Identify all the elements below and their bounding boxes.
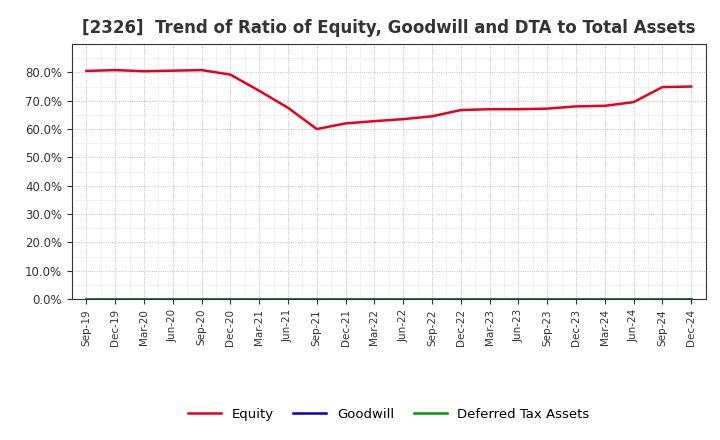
Deferred Tax Assets <box>312 297 321 302</box>
Deferred Tax Assets <box>485 297 494 302</box>
Goodwill <box>226 297 235 302</box>
Deferred Tax Assets <box>168 297 177 302</box>
Legend: Equity, Goodwill, Deferred Tax Assets: Equity, Goodwill, Deferred Tax Assets <box>183 403 595 426</box>
Equity <box>456 107 465 113</box>
Goodwill <box>341 297 350 302</box>
Equity <box>658 84 667 90</box>
Equity <box>428 114 436 119</box>
Deferred Tax Assets <box>82 297 91 302</box>
Goodwill <box>255 297 264 302</box>
Goodwill <box>485 297 494 302</box>
Goodwill <box>514 297 523 302</box>
Equity <box>485 106 494 112</box>
Goodwill <box>370 297 379 302</box>
Goodwill <box>456 297 465 302</box>
Equity <box>255 88 264 93</box>
Equity <box>687 84 696 89</box>
Deferred Tax Assets <box>572 297 580 302</box>
Equity <box>284 105 292 110</box>
Deferred Tax Assets <box>399 297 408 302</box>
Goodwill <box>428 297 436 302</box>
Goodwill <box>140 297 148 302</box>
Deferred Tax Assets <box>600 297 609 302</box>
Goodwill <box>168 297 177 302</box>
Deferred Tax Assets <box>456 297 465 302</box>
Goodwill <box>399 297 408 302</box>
Goodwill <box>543 297 552 302</box>
Equity <box>226 72 235 77</box>
Equity <box>543 106 552 111</box>
Equity <box>197 67 206 73</box>
Goodwill <box>600 297 609 302</box>
Goodwill <box>687 297 696 302</box>
Equity <box>82 68 91 73</box>
Deferred Tax Assets <box>658 297 667 302</box>
Goodwill <box>284 297 292 302</box>
Goodwill <box>572 297 580 302</box>
Deferred Tax Assets <box>370 297 379 302</box>
Deferred Tax Assets <box>629 297 638 302</box>
Equity <box>572 104 580 109</box>
Deferred Tax Assets <box>197 297 206 302</box>
Goodwill <box>629 297 638 302</box>
Deferred Tax Assets <box>284 297 292 302</box>
Equity <box>629 99 638 105</box>
Goodwill <box>111 297 120 302</box>
Equity <box>600 103 609 108</box>
Equity <box>370 118 379 124</box>
Goodwill <box>658 297 667 302</box>
Equity <box>168 68 177 73</box>
Deferred Tax Assets <box>111 297 120 302</box>
Equity <box>514 106 523 112</box>
Equity <box>341 121 350 126</box>
Deferred Tax Assets <box>543 297 552 302</box>
Equity <box>399 117 408 122</box>
Deferred Tax Assets <box>255 297 264 302</box>
Goodwill <box>197 297 206 302</box>
Goodwill <box>312 297 321 302</box>
Deferred Tax Assets <box>514 297 523 302</box>
Deferred Tax Assets <box>687 297 696 302</box>
Line: Equity: Equity <box>86 70 691 129</box>
Deferred Tax Assets <box>226 297 235 302</box>
Equity <box>140 69 148 74</box>
Equity <box>312 126 321 132</box>
Goodwill <box>82 297 91 302</box>
Deferred Tax Assets <box>140 297 148 302</box>
Equity <box>111 67 120 73</box>
Title: [2326]  Trend of Ratio of Equity, Goodwill and DTA to Total Assets: [2326] Trend of Ratio of Equity, Goodwil… <box>82 19 696 37</box>
Deferred Tax Assets <box>341 297 350 302</box>
Deferred Tax Assets <box>428 297 436 302</box>
